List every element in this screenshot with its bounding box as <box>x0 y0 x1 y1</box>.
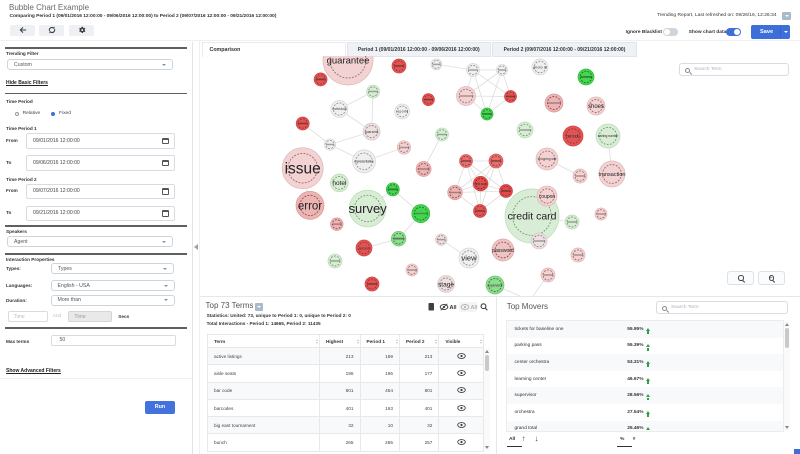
svg-text:training number: training number <box>598 134 619 138</box>
svg-text:All: All <box>450 305 458 311</box>
svg-text:issue: issue <box>285 161 321 178</box>
svg-text:stage: stage <box>438 281 454 288</box>
svg-text:view: view <box>461 254 477 263</box>
svg-text:individual: individual <box>332 107 347 111</box>
svg-text:coupon: coupon <box>539 194 556 200</box>
svg-text:second: second <box>359 246 369 250</box>
svg-text:guarante: guarante <box>365 130 379 134</box>
svg-text:photo id: photo id <box>533 65 547 69</box>
svg-text:survey: survey <box>348 201 387 216</box>
svg-text:shopping site: shopping site <box>538 157 557 161</box>
svg-text:red sox: red sox <box>475 181 487 186</box>
svg-text:shoes: shoes <box>588 104 604 110</box>
svg-text:representative: representative <box>354 160 374 164</box>
svg-text:All: All <box>471 305 479 311</box>
svg-text:bar code: bar code <box>566 134 580 139</box>
svg-text:supervisor: supervisor <box>487 283 503 287</box>
svg-text:transaction: transaction <box>599 172 626 178</box>
svg-text:guarantee: guarantee <box>327 56 370 66</box>
svg-text:hotel: hotel <box>332 180 347 187</box>
svg-text:error: error <box>298 200 322 212</box>
svg-text:password: password <box>492 248 514 254</box>
svg-text:credit card: credit card <box>507 211 556 223</box>
svg-text:reporte: reporte <box>396 110 408 114</box>
